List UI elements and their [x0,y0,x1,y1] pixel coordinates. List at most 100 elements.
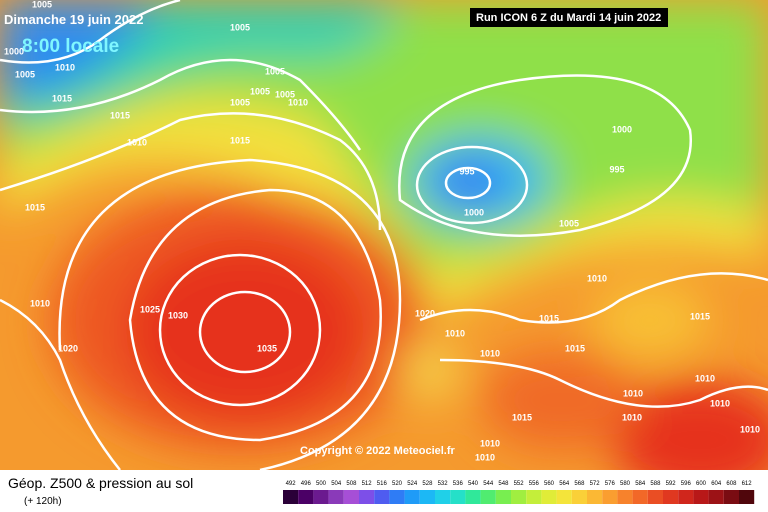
scale-label: 512 [362,481,373,487]
run-banner [470,8,668,27]
isobar-label: 995 [609,164,624,174]
scale-label: 496 [301,481,312,487]
isobar [419,272,768,324]
scale-label: 580 [620,481,631,487]
run-info: Run ICON 6 Z du Mardi 14 juin 2022 [476,12,661,24]
isobar-label: 1000 [4,46,24,56]
scale-label: 516 [377,481,388,487]
isobar-label: 1020 [58,343,78,353]
scale-label: 572 [590,481,601,487]
isobar-label: 1010 [55,62,75,72]
isobar-label: 1010 [480,348,500,358]
scale-cell [632,490,648,504]
scale-label: 500 [316,481,327,487]
scale-cell [571,490,587,504]
scale-cell [328,490,344,504]
isobar-label: 1005 [230,22,250,32]
isobar-label: 1000 [612,124,632,134]
isobar [444,166,492,200]
scale-cell [495,490,511,504]
scale-cell [693,490,709,504]
scale-cell [511,490,527,504]
scale-cell [647,490,663,504]
isobar-label: 1005 [230,97,250,107]
scale-cell [480,490,496,504]
footer-subtitle: (+ 120h) [24,496,62,507]
scale-cell [723,490,739,504]
scale-label: 552 [514,481,525,487]
isobar-label: 1015 [25,202,45,212]
isobar [0,298,121,471]
isobar [398,74,693,237]
isobar-label: 1015 [565,343,585,353]
isobar-label: 1010 [740,424,760,434]
scale-label: 528 [422,481,433,487]
isobar-label: 1015 [539,313,559,323]
scale-label: 556 [529,481,540,487]
isobar-label: 1010 [623,388,643,398]
isobar-label: 1010 [127,137,147,147]
scale-label: 608 [726,481,737,487]
isobar-label: 1010 [710,398,730,408]
scale-label: 560 [544,481,555,487]
scale-cell [587,490,603,504]
scale-label: 508 [346,481,357,487]
isobar-label: 1015 [230,135,250,145]
isobar-label: 1010 [622,412,642,422]
isobar-label: 1025 [140,304,160,314]
scale-label: 588 [650,481,661,487]
scale-cell [678,490,694,504]
scale-label: 596 [681,481,692,487]
isobar [158,253,322,407]
isobar [0,112,382,231]
isobar-label: 1010 [480,438,500,448]
scale-cell [404,490,420,504]
scale-cell [450,490,466,504]
scale-label: 592 [666,481,677,487]
scale-label: 532 [438,481,449,487]
scale-cell [435,490,451,504]
scale-label: 540 [468,481,479,487]
isobar-label: 1010 [445,328,465,338]
isobar-label: 1005 [32,0,52,9]
isobar-label: 995 [459,166,474,176]
scale-cell [298,490,314,504]
isobar-label: 1020 [415,308,435,318]
scale-label: 492 [286,481,297,487]
isobar-label: 1005 [559,218,579,228]
scale-label: 520 [392,481,403,487]
isobar [439,358,768,408]
scale-cell [374,490,390,504]
scale-cell [526,490,542,504]
scale-cell [465,490,481,504]
isobar-label: 1010 [587,273,607,283]
scale-cell [541,490,557,504]
scale-label: 564 [559,481,570,487]
scale-label: 504 [331,481,342,487]
field [0,0,768,500]
scale-cell [343,490,359,504]
scale-cell [708,490,724,504]
isobar-label: 1010 [30,298,50,308]
scale-label: 524 [407,481,418,487]
copyright: Copyright © 2022 Meteociel.fr [300,445,456,457]
isobar-label: 1010 [288,97,308,107]
scale-cell [602,490,618,504]
isobar-label: 1015 [512,412,532,422]
scale-cell [663,490,679,504]
isobar [0,58,362,151]
isobar [58,158,402,472]
scale-cell [283,490,299,504]
scale-cell [739,490,755,504]
scale-cell [419,490,435,504]
forecast-time: 8:00 locale [22,36,119,57]
isobar-label: 1010 [475,452,495,462]
scale-cell [556,490,572,504]
isobar-label: 1015 [690,311,710,321]
scale-label: 548 [498,481,509,487]
scale-label: 576 [605,481,616,487]
isobar [0,0,181,64]
color-scale: 492 496 500 504 508 512 516 520 524 528 532 536 540 5… [283,481,755,504]
